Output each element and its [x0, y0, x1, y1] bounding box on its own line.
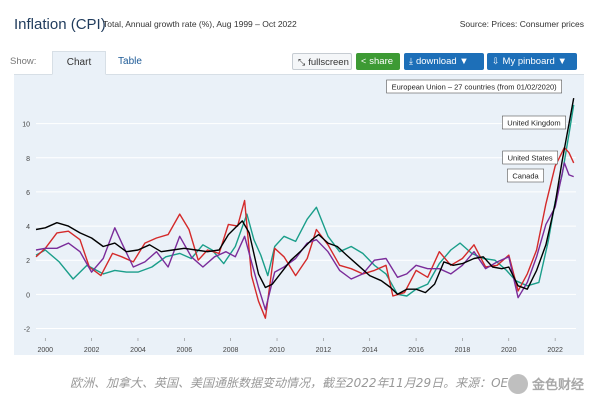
y-tick-label: 4 [26, 224, 30, 231]
watermark-text: 金色财经 [532, 378, 585, 393]
x-tick-label: 2002 [84, 347, 100, 354]
share-icon: < [361, 56, 367, 66]
tab-chart[interactable]: Chart [52, 51, 106, 75]
y-tick-label: 10 [22, 122, 30, 129]
series-line-us [35, 146, 575, 319]
chart-subtitle: Total, Annual growth rate (%), Aug 1999 … [103, 19, 297, 29]
series-line-uk [35, 104, 575, 297]
series-label-text: United Kingdom [507, 119, 560, 128]
series-label-box [386, 79, 562, 94]
page-title: Inflation (CPI) [14, 16, 106, 33]
y-tick-label: 2 [26, 258, 30, 265]
download-icon: ⤓ [409, 56, 413, 66]
fullscreen-button[interactable]: ⤡ fullscreen [292, 53, 352, 70]
x-axis: 2000 2002 2004 2006 2008 2010 2012 2014 2016 2018… [37, 338, 563, 354]
pinboard-button[interactable]: ⇩ My pinboard ▼ [487, 53, 577, 70]
source-note: Source: Prices: Consumer prices [459, 19, 584, 29]
series-label-text: United States [508, 154, 553, 163]
expand-icon: ⤡ [298, 57, 306, 67]
pinboard-label: My pinboard ▼ [502, 56, 567, 67]
series-label-box [507, 168, 544, 183]
chart-grid [36, 123, 576, 329]
series-label-box [502, 115, 566, 130]
series-label-text: Canada [512, 172, 539, 181]
series-label-eu: European Union – 27 countries (from 01/0… [386, 79, 562, 94]
series-label-uk: United Kingdom [502, 115, 566, 130]
download-label: download ▼ [415, 56, 469, 67]
x-tick-label: 2008 [223, 347, 239, 354]
site-watermark: 金色财经 [508, 372, 594, 396]
x-tick-label: 2016 [408, 347, 424, 354]
chart-plot-background [14, 75, 584, 355]
x-tick-label: 2012 [316, 347, 332, 354]
share-button[interactable]: < share [356, 53, 400, 70]
y-tick-label: 8 [26, 156, 30, 163]
tab-table[interactable]: Table [118, 56, 142, 67]
image-caption: 欧洲、加拿大、英国、美国通胀数据变动情况，截至2022年11月29日。来源：OE… [70, 376, 526, 390]
series-label-us: United States [502, 150, 558, 165]
y-tick-label: -2 [24, 326, 30, 333]
y-tick-label: 0 [26, 292, 30, 299]
chart-series-labels: European Union – 27 countries (from 01/0… [386, 79, 566, 183]
x-tick-label: 2006 [177, 347, 193, 354]
x-tick-label: 2020 [501, 347, 517, 354]
series-line-canada [35, 162, 574, 311]
series-label-canada: Canada [507, 168, 544, 183]
x-tick-label: 2010 [269, 347, 285, 354]
view-tab-bar [14, 50, 584, 75]
chart-header: Inflation (CPI) Total, Annual growth rat… [0, 0, 600, 40]
share-label: share [369, 56, 394, 67]
x-tick-label: 2018 [455, 347, 471, 354]
x-tick-label: 2000 [37, 347, 53, 354]
watermark-logo-icon [508, 374, 528, 394]
x-tick-label: 2022 [547, 347, 563, 354]
y-tick-label: 6 [26, 190, 30, 197]
series-label-text: European Union – 27 countries (from 01/0… [392, 83, 558, 92]
download-button[interactable]: ⤓ download ▼ [404, 53, 484, 70]
x-tick-label: 2004 [130, 347, 146, 354]
fullscreen-label: fullscreen [308, 57, 349, 68]
show-label: Show: [10, 56, 37, 67]
x-tick-label: 2014 [362, 347, 378, 354]
series-label-box [502, 150, 558, 165]
series-line-eu [35, 97, 575, 295]
pin-icon: ⇩ [492, 56, 500, 66]
y-axis: -2 0 2 4 6 8 10 [22, 122, 30, 334]
chart-series [35, 97, 575, 319]
